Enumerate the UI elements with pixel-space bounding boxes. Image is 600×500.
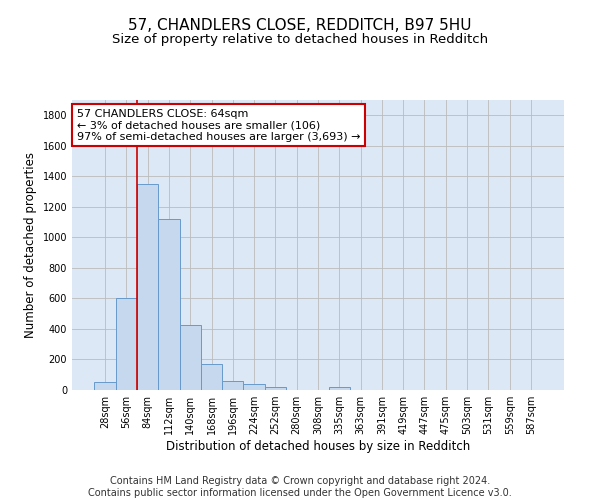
Bar	[179, 325, 201, 390]
X-axis label: Distribution of detached houses by size in Redditch: Distribution of detached houses by size …	[166, 440, 470, 453]
Bar	[116, 298, 137, 390]
Y-axis label: Number of detached properties: Number of detached properties	[24, 152, 37, 338]
Bar	[222, 381, 244, 390]
Bar	[158, 219, 179, 390]
Text: 57, CHANDLERS CLOSE, REDDITCH, B97 5HU: 57, CHANDLERS CLOSE, REDDITCH, B97 5HU	[128, 18, 472, 32]
Bar	[201, 364, 222, 390]
Bar	[244, 384, 265, 390]
Text: Contains HM Land Registry data © Crown copyright and database right 2024.
Contai: Contains HM Land Registry data © Crown c…	[88, 476, 512, 498]
Bar	[265, 387, 286, 390]
Text: Size of property relative to detached houses in Redditch: Size of property relative to detached ho…	[112, 32, 488, 46]
Bar	[329, 387, 350, 390]
Bar	[94, 382, 116, 390]
Text: 57 CHANDLERS CLOSE: 64sqm
← 3% of detached houses are smaller (106)
97% of semi-: 57 CHANDLERS CLOSE: 64sqm ← 3% of detach…	[77, 108, 361, 142]
Bar	[137, 184, 158, 390]
